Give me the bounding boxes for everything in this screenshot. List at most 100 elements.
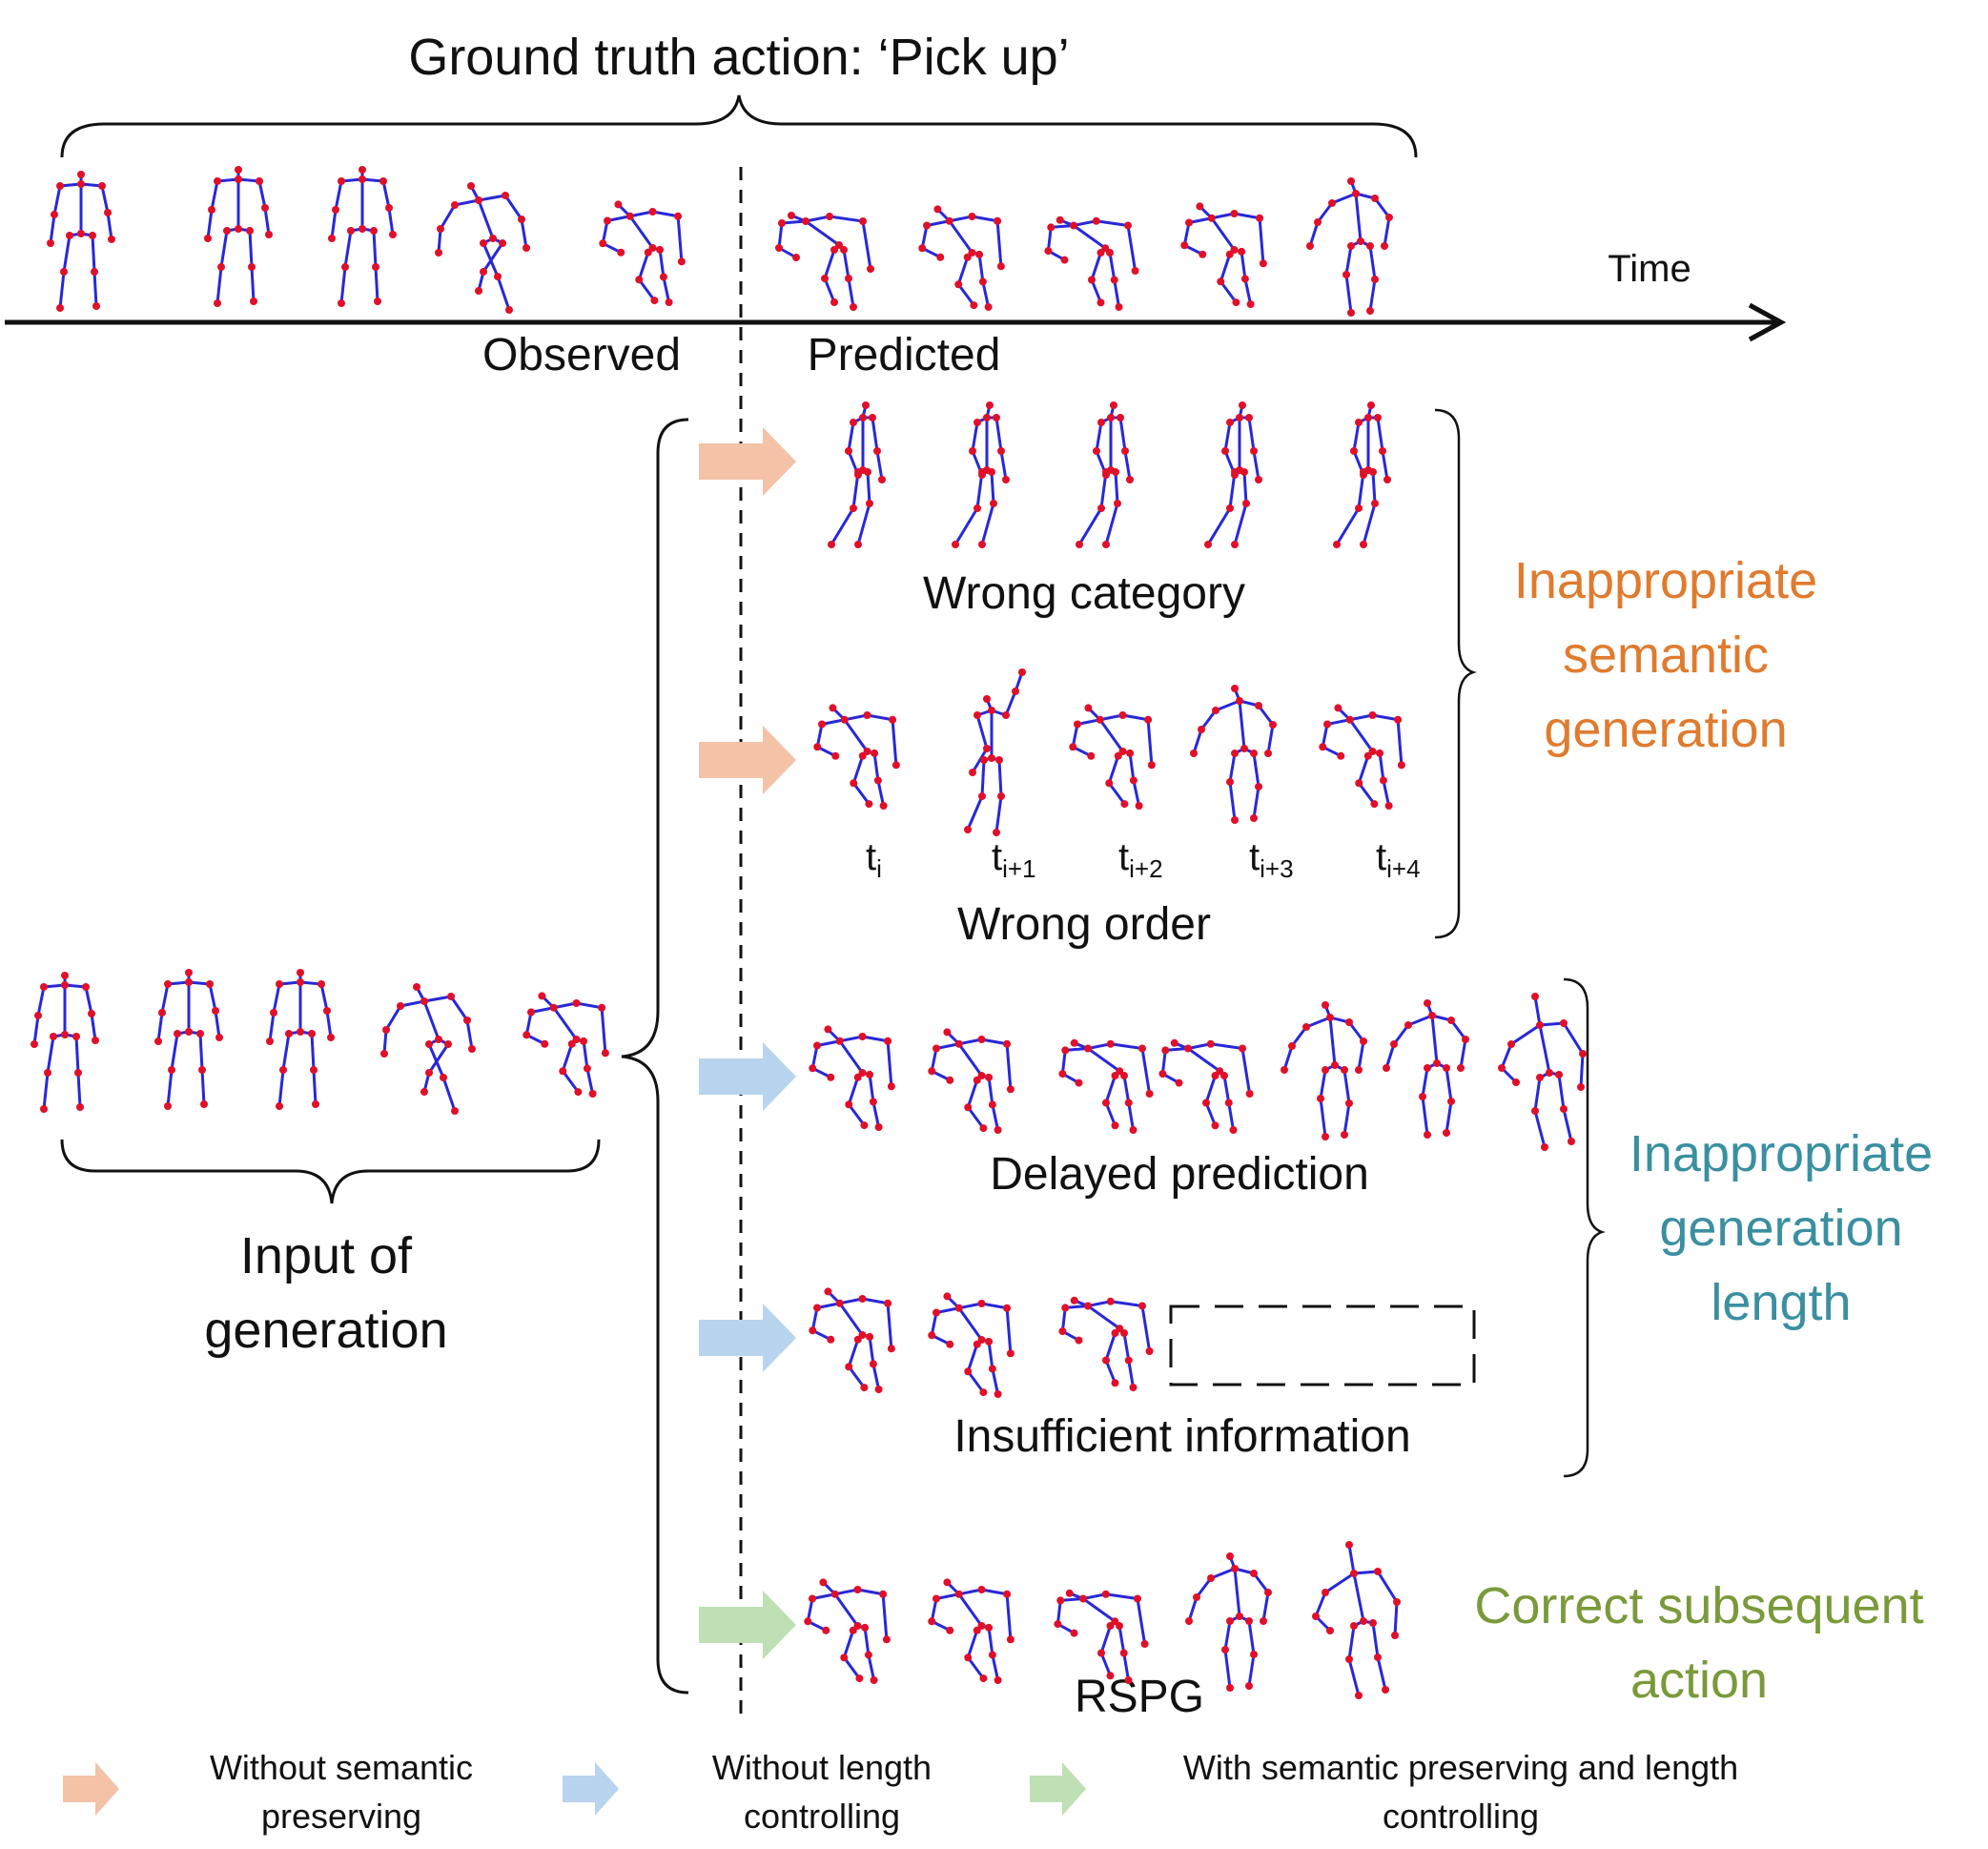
skeleton-bone [1252, 1572, 1270, 1594]
skeleton-joint [859, 217, 867, 225]
skeleton-joint [977, 1036, 986, 1043]
skeleton-joint [928, 1067, 936, 1076]
skeleton-joint [1424, 1131, 1431, 1139]
skeleton-joint [1206, 1039, 1215, 1048]
skeleton-joint [1145, 1090, 1154, 1098]
skeleton-joint [1322, 1001, 1329, 1009]
skeleton-pose [328, 166, 397, 307]
skeleton-bone [1445, 1066, 1453, 1103]
skeleton-joint [214, 299, 221, 307]
skeleton-joint [61, 1031, 69, 1038]
skeleton-joint [954, 1304, 963, 1312]
skeleton-joint [1120, 1329, 1128, 1337]
skeleton-joint [505, 306, 513, 314]
skeleton-joint [215, 1034, 223, 1041]
skeleton-joint [1350, 1570, 1358, 1577]
skeleton-joint [853, 1073, 862, 1081]
skeleton-joint [164, 980, 172, 988]
skeleton-bone [876, 778, 886, 808]
skeleton-bone [1104, 1592, 1139, 1600]
skeleton-joint [835, 241, 843, 249]
skeleton-bone [250, 265, 256, 303]
skeleton-joint [918, 244, 927, 253]
skeleton-joint [72, 1033, 80, 1040]
skeleton-bone [453, 198, 481, 207]
skeleton-joint [1226, 1684, 1234, 1692]
skeleton-joint [887, 1082, 895, 1091]
skeleton-joint [1069, 743, 1077, 751]
skeleton-bone [1204, 1074, 1217, 1104]
skeleton-joint [884, 1037, 892, 1045]
skeleton-joint [1397, 761, 1405, 770]
skeleton-joint [813, 743, 822, 751]
skeleton-joint [860, 1384, 869, 1392]
correct-group-line2: action [1630, 1652, 1768, 1709]
skeleton-bone [838, 1035, 864, 1043]
skeleton-joint [1221, 1646, 1229, 1654]
skeleton-joint [964, 1103, 973, 1112]
skeleton-bone [1240, 1047, 1252, 1096]
skeleton-joint [866, 1070, 874, 1079]
skeleton-joint [1158, 1070, 1167, 1079]
skeleton-joint [1106, 1297, 1115, 1305]
skeleton-bone [552, 1006, 578, 1041]
skeleton-joint [827, 1073, 835, 1081]
time-step-label: ti+2 [1118, 836, 1163, 883]
skeleton-joint [1061, 1304, 1070, 1312]
skeleton-bone [1538, 1023, 1551, 1075]
skeleton-joint [985, 1337, 994, 1346]
skeleton-joint [1382, 1686, 1389, 1694]
skeleton-joint [809, 1064, 817, 1073]
skeleton-bone [552, 1001, 578, 1010]
skeleton-bone [529, 1006, 556, 1014]
skeleton-joint [77, 171, 85, 178]
skeleton-bone [32, 1014, 40, 1046]
time-axis-arrowhead [1748, 302, 1787, 342]
skeleton-joint [964, 826, 972, 833]
skeleton-bone [339, 265, 347, 305]
skeleton-joint [1326, 1014, 1334, 1021]
skeleton-bone [957, 1042, 983, 1078]
skeleton-joint [61, 972, 69, 979]
skeleton-joint [946, 1076, 954, 1084]
skeleton-joint [1070, 1038, 1078, 1047]
skeleton-joint [382, 1026, 390, 1034]
skeleton-bone [1160, 1048, 1167, 1076]
skeleton-joint [425, 1069, 433, 1077]
skeleton-joint [993, 829, 1000, 836]
skeleton-bone [1261, 1591, 1270, 1623]
skeleton-bone [957, 1302, 983, 1310]
skeleton-joint [983, 695, 991, 703]
skeleton-bone [272, 982, 281, 1015]
skeleton-joint [1003, 1304, 1012, 1312]
skeleton-joint [185, 978, 193, 986]
skeleton-bone [90, 1012, 97, 1042]
skeleton-joint [1264, 1589, 1272, 1596]
skeleton-joint [1124, 1099, 1133, 1107]
skeleton-bone [1371, 1621, 1380, 1659]
skeleton-joint [1371, 195, 1379, 202]
skeleton-bone [1046, 225, 1053, 253]
skeleton-bone [838, 1302, 864, 1337]
skeleton-joint [659, 273, 667, 281]
skeleton-joint [297, 978, 304, 986]
skeleton-joint [92, 1037, 99, 1044]
skeleton-joint [1383, 476, 1391, 483]
skeleton-bone [325, 1009, 333, 1039]
skeleton-pose [1044, 216, 1139, 311]
skeleton-joint [1111, 1379, 1119, 1387]
skeleton-joint [1018, 668, 1026, 676]
skeleton-joint [928, 1617, 936, 1626]
skeleton-bone [823, 277, 836, 304]
skeleton-joint [435, 249, 442, 257]
skeleton-joint [1231, 1565, 1239, 1572]
skeleton-joint [1084, 704, 1093, 712]
skeleton-joint [845, 275, 852, 282]
skeleton-bone [91, 234, 96, 274]
skeleton-bone [208, 982, 217, 1013]
skeleton-joint [1003, 1590, 1012, 1598]
skeleton-joint [1306, 242, 1314, 250]
skeleton-joint [1110, 401, 1117, 409]
skeleton-joint [988, 754, 995, 762]
skeleton-joint [164, 1102, 172, 1110]
